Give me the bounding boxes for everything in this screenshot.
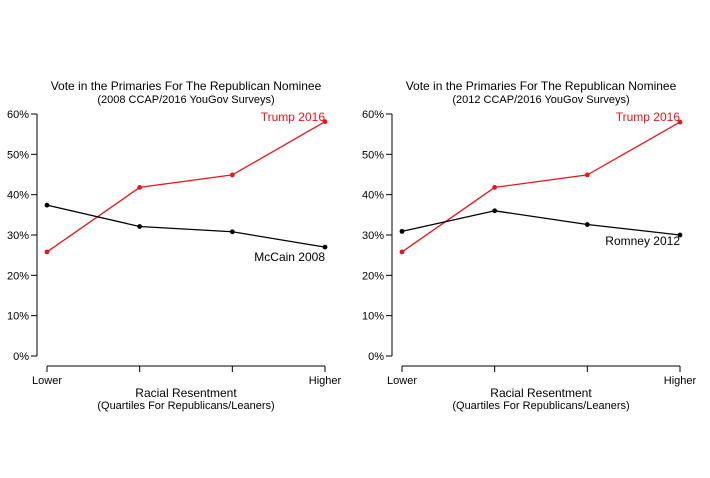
chart2-point-trump-2016-4 (677, 119, 683, 125)
chart1-point-mccain-2008-1 (44, 202, 50, 208)
chart1-y-tick-label-0: 0% (13, 351, 29, 363)
chart2-y-tick-label-40: 40% (362, 190, 384, 202)
chart1-point-trump-2016-2 (137, 185, 143, 190)
chart1-subtitle: (2008 CCAP/2016 YouGov Surveys) (97, 94, 274, 106)
chart1-point-trump-2016-3 (229, 172, 235, 178)
chart1-series-label-trump-2016: Trump 2016 (261, 110, 326, 124)
chart2-point-romney-2012-1 (399, 228, 405, 234)
chart1-y-tick-label-50: 50% (7, 149, 29, 161)
chart1-y-tick-label-30: 30% (7, 230, 29, 242)
chart2-series-line-romney-2012 (401, 210, 681, 236)
chart1-title: Vote in the Primaries For The Republican… (51, 79, 322, 93)
chart1-x-axis-label: Racial Resentment (135, 386, 237, 400)
chart2-y-tick-label-0: 0% (368, 351, 384, 363)
chart2-x-axis-sublabel: (Quartiles For Republicans/Leaners) (452, 400, 629, 412)
chart2-subtitle: (2012 CCAP/2016 YouGov Surveys) (452, 94, 629, 106)
chart1-x-tick-label-higher: Higher (309, 375, 342, 387)
chart2-series-line-trump-2016 (401, 121, 681, 253)
chart1-point-mccain-2008-4 (322, 244, 328, 250)
chart1-y-tick-label-10: 10% (7, 311, 29, 323)
chart1-series-line-mccain-2008 (46, 204, 326, 248)
chart1-point-mccain-2008-2 (137, 224, 143, 229)
chart2-x-tick-label-lower: Lower (387, 375, 417, 387)
chart1-x-tick-label-lower: Lower (32, 375, 62, 387)
chart2-point-trump-2016-2 (492, 185, 498, 190)
chart1-x-axis-sublabel: (Quartiles For Republicans/Leaners) (97, 400, 274, 412)
chart1-y-tick-label-60: 60% (7, 109, 29, 121)
chart2-point-romney-2012-3 (584, 222, 590, 227)
chart2-title: Vote in the Primaries For The Republican… (406, 79, 677, 93)
chart2-x-tick-label-higher: Higher (664, 375, 697, 387)
chart2-x-axis-label: Racial Resentment (490, 386, 592, 400)
chart2-point-romney-2012-2 (492, 208, 498, 214)
chart2-y-tick-label-60: 60% (362, 109, 384, 121)
chart2-y-tick-label-50: 50% (362, 149, 384, 161)
chart1-point-trump-2016-1 (44, 249, 50, 255)
chart1-y-tick-label-20: 20% (7, 270, 29, 282)
chart2-series-label-romney-2012: Romney 2012 (605, 234, 680, 248)
chart2-point-trump-2016-3 (584, 172, 590, 178)
chart1-series-label-mccain-2008: McCain 2008 (254, 250, 325, 264)
chart1-series-line-trump-2016 (46, 121, 326, 253)
chart2-point-romney-2012-4 (677, 232, 683, 238)
chart2-y-tick-label-10: 10% (362, 311, 384, 323)
chart2-y-tick-label-30: 30% (362, 230, 384, 242)
chart1-y-tick-label-40: 40% (7, 190, 29, 202)
chart2-y-tick-label-20: 20% (362, 270, 384, 282)
chart1-point-mccain-2008-3 (229, 229, 235, 235)
chart1-point-trump-2016-4 (322, 119, 328, 125)
chart2-point-trump-2016-1 (399, 249, 405, 255)
chart2-series-label-trump-2016: Trump 2016 (616, 110, 681, 124)
